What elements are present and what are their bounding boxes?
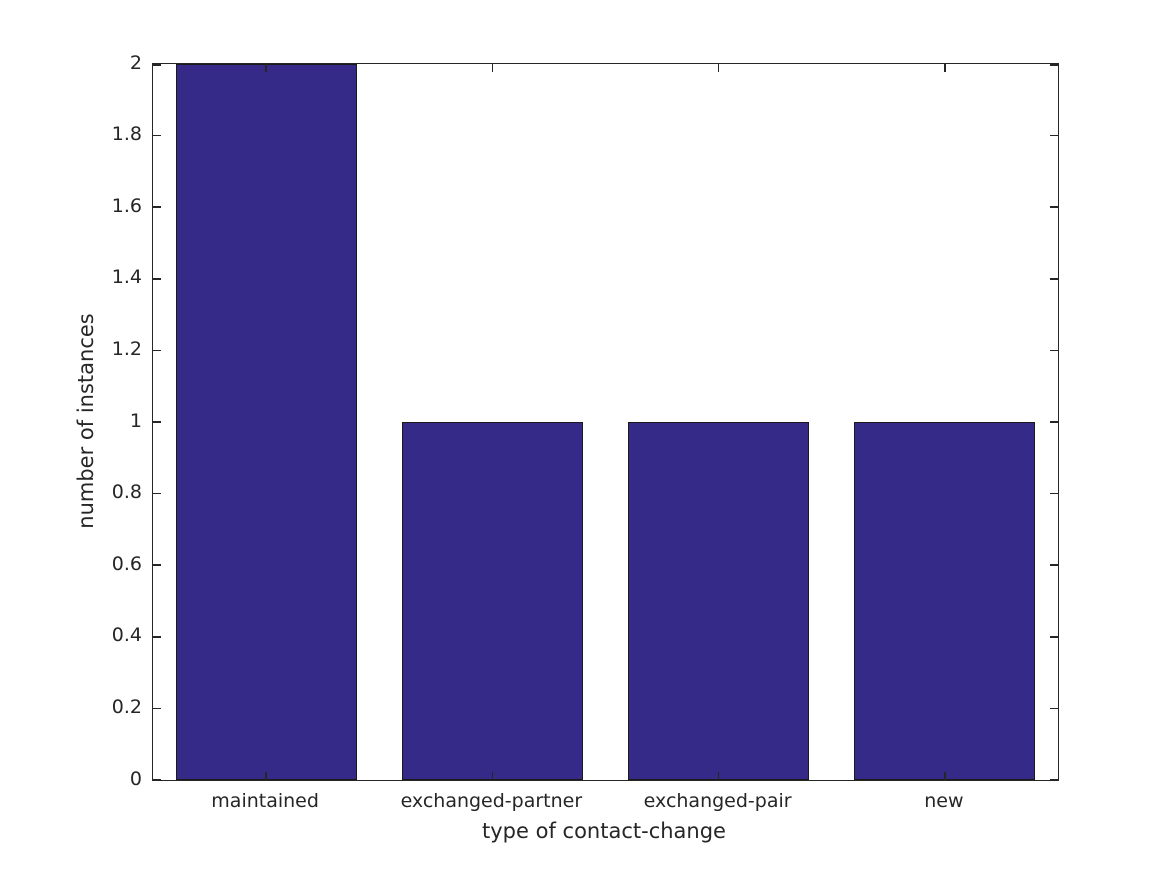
plot-area	[152, 63, 1059, 781]
x-tick-mark	[717, 64, 720, 72]
y-tick-mark	[1050, 349, 1058, 352]
bar-exchanged-partner	[401, 422, 583, 780]
y-tick-label: 0.8	[111, 481, 142, 504]
y-tick-mark	[1050, 778, 1058, 780]
y-tick-mark	[153, 278, 161, 280]
x-tick-mark	[944, 772, 946, 780]
x-tick-mark	[717, 772, 720, 780]
x-tick-mark	[491, 772, 494, 780]
x-tick-label: new	[924, 790, 964, 812]
y-tick-mark	[153, 134, 161, 137]
x-tick-label: exchanged-pair	[643, 790, 792, 812]
y-tick-label: 1.8	[111, 123, 142, 146]
y-tick-mark	[153, 636, 161, 638]
y-tick-label: 1.2	[111, 337, 142, 360]
y-tick-mark	[1050, 564, 1058, 566]
x-tick-mark	[491, 64, 494, 72]
y-tick-label: 1.4	[111, 266, 142, 289]
y-tick-mark	[1050, 134, 1058, 137]
y-tick-mark	[153, 421, 161, 423]
x-tick-label: maintained	[211, 790, 319, 812]
x-tick-mark	[265, 772, 267, 780]
x-tick-mark	[944, 64, 946, 72]
x-tick-label: exchanged-partner	[400, 790, 583, 812]
y-tick-mark	[1050, 64, 1058, 66]
y-tick-mark	[153, 707, 161, 710]
y-tick-label: 0.2	[111, 695, 142, 718]
y-tick-label: 1	[129, 409, 142, 432]
y-tick-mark	[1050, 421, 1058, 423]
y-tick-label: 2	[129, 51, 142, 74]
y-tick-mark	[153, 778, 161, 780]
y-tick-mark	[1050, 636, 1058, 638]
y-tick-mark	[153, 564, 161, 566]
x-tick-mark	[265, 64, 267, 72]
y-tick-mark	[1050, 278, 1058, 280]
y-tick-mark	[153, 206, 161, 208]
y-tick-mark	[153, 492, 161, 495]
bar-new	[854, 422, 1036, 780]
x-axis-label: type of contact-change	[482, 819, 726, 843]
y-tick-label: 0.4	[111, 624, 142, 647]
y-tick-mark	[153, 64, 161, 66]
y-tick-label: 0	[129, 767, 142, 790]
y-tick-mark	[1050, 492, 1058, 495]
y-tick-mark	[1050, 206, 1058, 208]
bar-maintained	[175, 64, 357, 780]
y-tick-mark	[153, 349, 161, 352]
y-tick-mark	[1050, 707, 1058, 710]
y-tick-label: 0.6	[111, 552, 142, 575]
y-tick-label: 1.6	[111, 194, 142, 217]
bar-exchanged-pair	[628, 422, 810, 780]
